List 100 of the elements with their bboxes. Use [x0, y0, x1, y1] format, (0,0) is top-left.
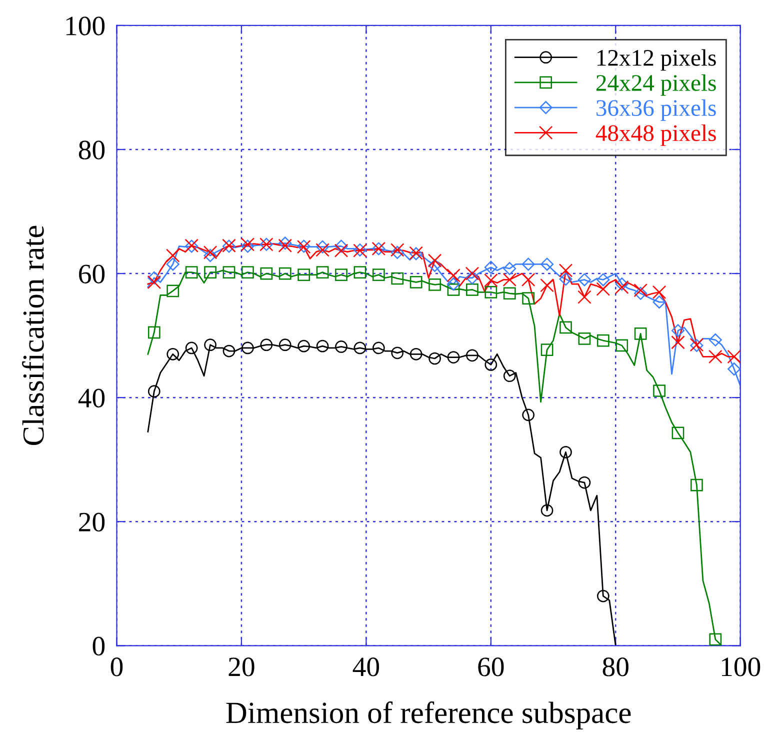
point [185, 266, 198, 278]
point [372, 268, 385, 281]
point [447, 351, 460, 364]
point [316, 243, 330, 257]
point [521, 272, 536, 287]
point [428, 258, 442, 272]
point [708, 333, 722, 346]
point [278, 236, 292, 250]
point [222, 344, 236, 358]
point [578, 332, 591, 345]
x-axis-title: Dimension of reference subspace [226, 701, 631, 730]
point [316, 266, 329, 278]
point [185, 342, 198, 354]
point [166, 248, 180, 262]
point [428, 352, 441, 365]
point [502, 272, 516, 287]
point [260, 267, 273, 280]
point [503, 370, 516, 382]
point [522, 408, 535, 422]
point [148, 326, 160, 339]
point [578, 476, 591, 489]
point [652, 285, 666, 300]
point [316, 240, 330, 254]
point [484, 273, 498, 288]
point [166, 348, 180, 360]
point [503, 262, 516, 276]
point [484, 358, 498, 371]
legend-label: 36x36 pixels [596, 99, 716, 121]
point [410, 348, 422, 360]
point [428, 278, 441, 291]
x-tick-label: 60 [478, 658, 504, 676]
point [653, 384, 666, 397]
point [298, 268, 310, 281]
point [596, 273, 610, 286]
point [522, 258, 535, 271]
point [391, 346, 404, 360]
point [560, 321, 572, 334]
point [578, 290, 592, 304]
point [354, 342, 366, 354]
point [558, 264, 573, 278]
point [540, 344, 554, 356]
point [484, 286, 498, 298]
point [540, 504, 554, 517]
point [596, 282, 610, 296]
point [148, 271, 161, 284]
legend-label: 12x12 pixels [597, 49, 716, 71]
point [298, 340, 310, 352]
point [390, 246, 404, 259]
point [596, 334, 610, 347]
point [334, 240, 348, 253]
y-tick-label: 40 [78, 388, 105, 408]
y-tick-label: 60 [79, 264, 105, 284]
y-tick-label: 20 [79, 512, 105, 532]
point [559, 272, 572, 286]
point [204, 249, 217, 262]
point [372, 342, 385, 354]
y-axis-title: Classification rate [22, 226, 44, 446]
point [540, 278, 554, 292]
point [335, 340, 348, 353]
point [465, 266, 480, 280]
point [709, 633, 722, 646]
point [278, 338, 292, 352]
x-tick-label: 100 [722, 658, 760, 676]
point [147, 275, 162, 290]
point [503, 287, 516, 300]
point [708, 350, 722, 364]
point [466, 283, 478, 296]
point [671, 336, 685, 350]
point [390, 243, 404, 257]
point [522, 292, 535, 305]
point [634, 283, 648, 298]
point [204, 266, 216, 278]
point [354, 266, 366, 278]
point [316, 340, 329, 352]
point [391, 272, 404, 285]
point [166, 284, 180, 298]
point [166, 258, 180, 271]
point [615, 278, 628, 291]
x-tick-label: 0 [110, 658, 123, 676]
point [428, 254, 442, 268]
point [334, 244, 348, 258]
point [466, 271, 479, 284]
point [204, 338, 216, 352]
point [652, 296, 666, 309]
point [484, 260, 498, 274]
point [447, 283, 460, 296]
y-tick-label: 80 [78, 140, 105, 160]
point [278, 267, 292, 280]
point [596, 590, 610, 602]
point [671, 324, 685, 338]
y-tick-label: 0 [92, 636, 105, 656]
point [672, 426, 684, 440]
point [728, 362, 740, 376]
point [690, 478, 703, 492]
legend-label: 24x24 pixels [596, 74, 716, 96]
x-tick-label: 40 [352, 658, 380, 676]
point [203, 246, 218, 260]
x-tick-label: 20 [228, 658, 254, 676]
point [260, 338, 273, 352]
point [616, 339, 628, 352]
